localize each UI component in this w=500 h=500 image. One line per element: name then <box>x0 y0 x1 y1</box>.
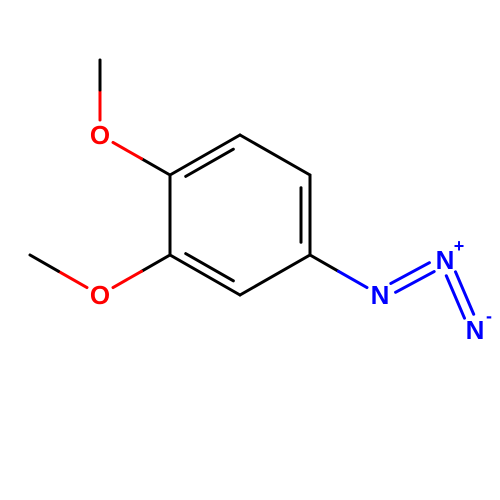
atom-label-o2: O <box>90 280 110 310</box>
atom-label-n1: N <box>371 280 390 310</box>
atom-charge-n3: - <box>486 306 492 326</box>
atom-charge-n2: + <box>454 236 465 256</box>
atom-label-o1: O <box>90 120 110 150</box>
chemical-structure: OONN+N- <box>0 0 500 500</box>
atom-label-n3: N <box>466 315 485 345</box>
atom-label-n2: N <box>436 245 455 275</box>
